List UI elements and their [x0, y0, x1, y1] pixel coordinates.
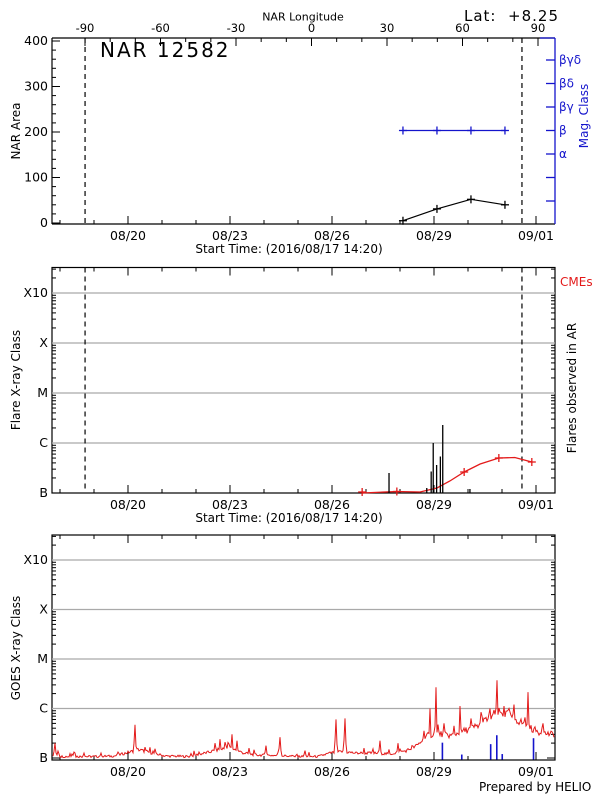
cme-curve [358, 454, 536, 496]
date-tick-label: 08/20 [110, 497, 146, 512]
date-tick-label: 08/20 [110, 228, 146, 243]
mag-class-tick-label: β [559, 124, 567, 138]
panel3-frame [51, 534, 556, 761]
latitude-value-label: Lat: +8.25 [464, 7, 559, 25]
nar-area-panel: -90 -60 -30 0 30 60 90 0 100 200 300 400 08/20 08/23 0… [24, 21, 555, 243]
log-tick-label: M [37, 651, 48, 666]
page-title: NAR 12582 [100, 38, 231, 62]
goes-panel: B C M X X10 08/20 08/23 08/26 08/29 09/01 [24, 534, 556, 779]
flare-spikes [388, 425, 471, 493]
log-tick-label: X [39, 602, 48, 617]
date-tick-label: 08/29 [416, 497, 452, 512]
nar-area-line [402, 198, 506, 222]
date-tick-label: 08/26 [314, 228, 350, 243]
log-tick-label: B [39, 750, 48, 765]
date-tick-label: 09/01 [518, 228, 554, 243]
log-tick-label: B [39, 485, 48, 500]
mag-class-axis: βγδ βδ βγ βα [540, 37, 581, 224]
mag-class-tick-label: βγδ [559, 53, 581, 67]
area-tick-label: 300 [24, 79, 48, 94]
date-tick-label: 09/01 [518, 764, 554, 779]
panel2-start-time-label: Start Time: (2016/08/17 14:20) [195, 511, 383, 525]
date-tick-label: 08/26 [314, 764, 350, 779]
goes-curve [52, 680, 555, 759]
date-tick-label: 08/23 [212, 228, 248, 243]
area-tick-label: 100 [24, 170, 48, 185]
longitude-tick-label: 0 [308, 21, 315, 35]
goes-flux-line [52, 680, 555, 759]
cmes-legend-label: CMEs [560, 275, 593, 289]
mag-class-tick-label: βδ [559, 77, 574, 91]
flare-panel: B C M X X10 08/20 08/23 08/26 08/29 09/01 [24, 266, 556, 512]
date-tick-label: 09/01 [518, 497, 554, 512]
area-tick-label: 0 [40, 215, 48, 230]
longitude-tick-label: -90 [76, 21, 95, 35]
log-tick-label: C [39, 435, 48, 450]
area-tick-label: 200 [24, 124, 48, 139]
longitude-tick-label: -60 [151, 21, 170, 35]
date-tick-label: 08/23 [212, 764, 248, 779]
panel2-frame [51, 266, 556, 494]
longitude-tick-label: 90 [531, 21, 546, 35]
cme-line [362, 456, 532, 494]
panel1-start-time-label: Start Time: (2016/08/17 14:20) [195, 242, 383, 256]
log-tick-label: X10 [24, 552, 49, 567]
prepared-by-credit: Prepared by HELIO [479, 780, 592, 794]
mag-class-tick-label: α [559, 147, 567, 161]
date-tick-label: 08/29 [416, 764, 452, 779]
longitude-tick-label: 60 [455, 21, 470, 35]
date-tick-label: 08/29 [416, 228, 452, 243]
date-tick-label: 08/20 [110, 764, 146, 779]
nar-area-series [398, 195, 509, 225]
log-tick-label: M [37, 385, 48, 400]
area-tick-label: 400 [24, 33, 48, 48]
mag-class-tick-label: βγ [559, 100, 574, 114]
date-tick-label: 08/23 [212, 497, 248, 512]
longitude-axis-label: NAR Longitude [262, 10, 344, 24]
longitude-tick-label: 30 [380, 21, 395, 35]
goes-blue-spikes [441, 735, 535, 760]
mag-class-series [398, 126, 509, 135]
log-tick-label: C [39, 701, 48, 716]
log-tick-label: X10 [24, 285, 49, 300]
log-tick-label: X [39, 335, 48, 350]
longitude-tick-label: -30 [227, 21, 246, 35]
date-tick-label: 08/26 [314, 497, 350, 512]
